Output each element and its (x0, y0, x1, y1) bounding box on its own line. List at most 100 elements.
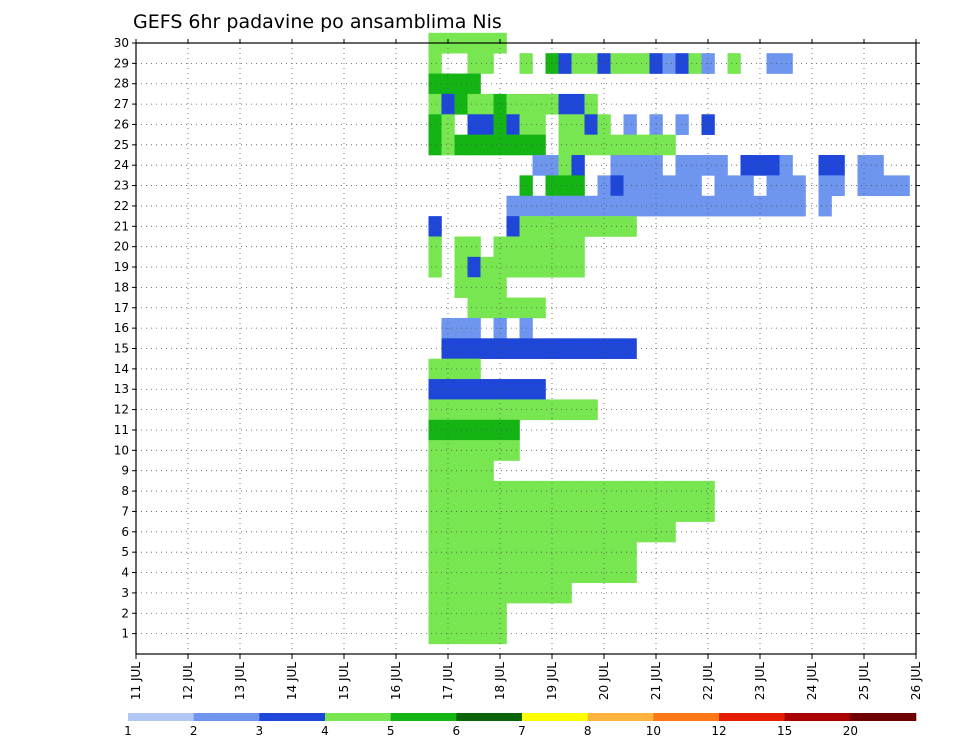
heatmap-cell (467, 338, 481, 359)
heatmap-cell (428, 460, 442, 482)
heatmap-cell (688, 501, 702, 522)
y-tick-label: 24 (114, 158, 129, 172)
heatmap-cell (558, 582, 572, 604)
heatmap-cell (545, 195, 559, 217)
heatmap-cell (506, 440, 520, 461)
heatmap-cell (558, 256, 572, 278)
heatmap-cell (545, 480, 559, 502)
y-tick-label: 16 (114, 321, 129, 335)
heatmap-cell (623, 216, 637, 237)
colorbar-segment (390, 713, 457, 721)
heatmap-cell (740, 155, 754, 176)
heatmap-cell (662, 501, 676, 522)
heatmap-cell (636, 501, 650, 522)
heatmap-cell (610, 541, 624, 563)
heatmap-cell (506, 134, 520, 156)
heatmap-cell (545, 175, 559, 197)
heatmap-cell (857, 155, 871, 176)
heatmap-cell (532, 521, 546, 543)
y-tick-label: 26 (114, 117, 129, 131)
heatmap-cell (857, 175, 871, 197)
heatmap-cell (571, 134, 585, 156)
heatmap-cell (870, 155, 884, 176)
colorbar-segment (325, 713, 391, 721)
x-tick-label: 14 JUL (285, 662, 299, 700)
x-tick-label: 19 JUL (545, 662, 559, 700)
y-tick-label: 21 (114, 219, 129, 233)
heatmap-cell (571, 501, 585, 522)
heatmap-cell (545, 93, 559, 115)
heatmap-cell (493, 521, 507, 543)
heatmap-cell (506, 562, 520, 584)
colorbar-tick-label: 5 (387, 724, 395, 738)
heatmap-cell (532, 399, 546, 421)
heatmap-cell (480, 562, 494, 584)
heatmap-cell (467, 134, 481, 156)
heatmap-cell (467, 317, 481, 339)
x-tick-label: 18 JUL (493, 662, 507, 700)
heatmap-cell (675, 53, 689, 74)
heatmap-cell (558, 175, 572, 197)
heatmap-cell (532, 216, 546, 237)
x-tick-label: 16 JUL (389, 662, 403, 700)
colorbar-tick-label: 6 (453, 724, 461, 738)
heatmap-cell (571, 53, 585, 74)
heatmap-cell (441, 114, 455, 135)
heatmap-cell (428, 480, 442, 502)
y-tick-label: 9 (121, 464, 129, 478)
colorbar-segment (522, 713, 588, 721)
heatmap-cell (506, 216, 520, 237)
heatmap-cell (545, 256, 559, 278)
heatmap-cell (571, 93, 585, 115)
heatmap-cell (480, 297, 494, 319)
heatmap-cell (545, 216, 559, 237)
heatmap-cell (610, 195, 624, 217)
heatmap-cell (441, 419, 455, 441)
colorbar-segment (128, 713, 194, 721)
heatmap-cell (766, 195, 780, 217)
heatmap-cell (571, 175, 585, 197)
heatmap-cell (623, 134, 637, 156)
heatmap-cell (831, 155, 845, 176)
heatmap-cell (506, 501, 520, 522)
heatmap-cell (467, 623, 481, 645)
heatmap-cell (558, 338, 572, 359)
y-tick-label: 20 (114, 240, 129, 254)
heatmap-cell (480, 338, 494, 359)
heatmap-cell (467, 93, 481, 115)
heatmap-cell (740, 195, 754, 217)
heatmap-cell (428, 256, 442, 278)
x-tick-label: 15 JUL (337, 662, 351, 700)
heatmap-cell (493, 379, 507, 400)
heatmap-cell (467, 236, 481, 258)
heatmap-cell (506, 195, 520, 217)
heatmap-cell (766, 53, 780, 74)
heatmap-cell (428, 582, 442, 604)
heatmap-cell (480, 623, 494, 645)
heatmap-cell (610, 521, 624, 543)
heatmap-cell (493, 93, 507, 115)
heatmap-cell (441, 440, 455, 461)
heatmap-cell (558, 236, 572, 258)
heatmap-cell (545, 155, 559, 176)
heatmap-cell (467, 582, 481, 604)
heatmap-cell (545, 521, 559, 543)
heatmap-cell (688, 480, 702, 502)
heatmap-cell (623, 338, 637, 359)
y-tick-label: 28 (114, 77, 129, 91)
heatmap-cell (597, 501, 611, 522)
heatmap-cell (428, 501, 442, 522)
heatmap-cell (623, 155, 637, 176)
y-tick-label: 10 (114, 443, 129, 457)
y-tick-label: 6 (121, 525, 129, 539)
heatmap-cell (636, 195, 650, 217)
heatmap-cell (532, 93, 546, 115)
heatmap-cell (428, 358, 442, 380)
heatmap-cell (506, 379, 520, 400)
heatmap-cell (883, 175, 897, 197)
heatmap-cell (493, 440, 507, 461)
x-tick-label: 13 JUL (233, 662, 247, 700)
heatmap-cell (571, 155, 585, 176)
heatmap-cell (558, 155, 572, 176)
